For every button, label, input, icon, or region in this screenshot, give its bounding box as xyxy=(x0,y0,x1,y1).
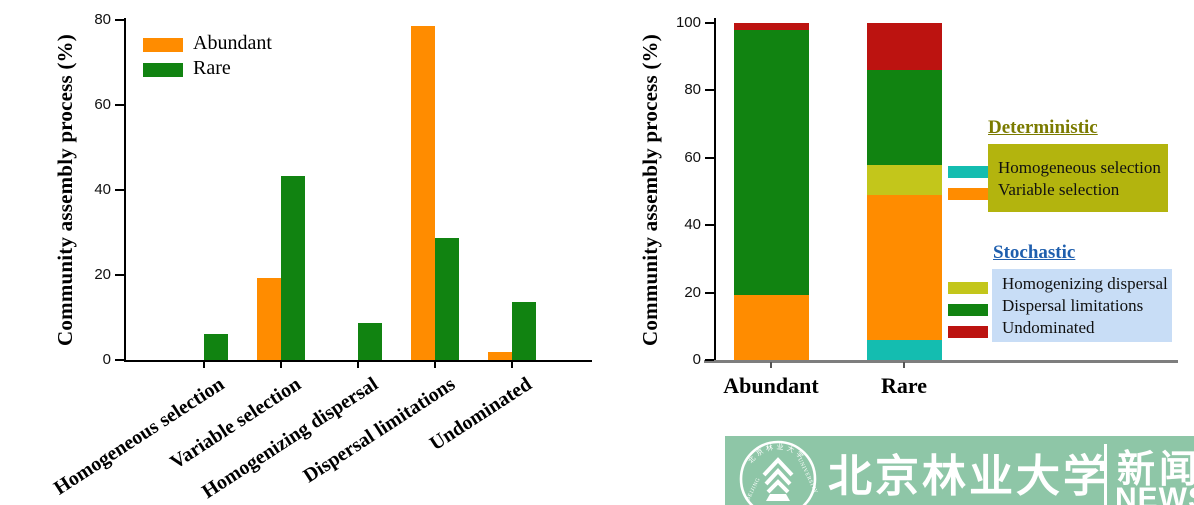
legend-item-label-homogenizing-dispersal: Homogenizing dispersal xyxy=(1002,274,1168,293)
right-x-axis xyxy=(704,360,1178,363)
bar-rare-undominated xyxy=(512,301,536,360)
legend-swatch-rare xyxy=(143,63,183,77)
bar-segment-undominated-abundant xyxy=(733,23,809,30)
y-tick xyxy=(705,89,714,92)
left-y-axis-title: Community assembly process (%) xyxy=(53,34,77,346)
bar-segment-undominated-rare xyxy=(866,23,942,71)
bar-rare-homogeneous-selection xyxy=(204,334,228,360)
seal-tree-icon-low xyxy=(766,479,790,494)
legend-item-label-variable-selection: Variable selection xyxy=(998,180,1120,199)
legend-item-label-homogeneous-selection: Homogeneous selection xyxy=(998,158,1161,177)
x-tick xyxy=(770,362,772,368)
x-tick xyxy=(203,362,205,368)
legend-item-label-undominated: Undominated xyxy=(1002,318,1095,337)
x-category-label: Abundant xyxy=(723,373,819,398)
bar-rare-dispersal-limitations xyxy=(435,238,459,360)
y-tick xyxy=(705,22,714,24)
y-tick-label: 0 xyxy=(692,351,701,368)
left-x-axis xyxy=(124,360,592,362)
x-category-label: Rare xyxy=(880,373,928,398)
university-seal-icon: 北京林业大学 BEIJING UNIVERSITY 1952 xyxy=(739,440,819,505)
bar-abundant-variable-selection xyxy=(257,277,281,360)
legend-group-title-deterministic: Deterministic xyxy=(988,117,1098,138)
bar-abundant-dispersal-limitations xyxy=(411,25,435,360)
banner-divider xyxy=(1104,444,1107,505)
legend-item-label-dispersal-limitations: Dispersal limitations xyxy=(1002,296,1144,315)
y-tick-label: 40 xyxy=(684,216,701,234)
y-tick-label: 20 xyxy=(684,283,701,301)
bar-segment-dispersal-limitations-rare xyxy=(866,70,942,165)
y-tick-label: 20 xyxy=(94,266,111,283)
x-tick xyxy=(434,362,436,368)
y-tick-label: 80 xyxy=(684,81,701,99)
x-tick xyxy=(357,362,359,368)
bar-rare-variable-selection xyxy=(281,175,305,360)
legend-swatch-homogenizing-dispersal xyxy=(948,282,988,294)
seal-tree-icon-mid xyxy=(764,468,792,486)
university-name: 北京林业大学 xyxy=(828,452,1110,501)
left-y-axis xyxy=(124,18,126,362)
x-tick xyxy=(511,362,513,368)
bar-rare-homogenizing-dispersal xyxy=(358,323,382,360)
y-tick xyxy=(705,291,714,294)
bar-segment-dispersal-limitations-abundant xyxy=(733,29,809,295)
seal-tree-base xyxy=(766,494,790,501)
seal-ring-left-text: BEIJING xyxy=(745,477,761,502)
legend-swatch-undominated xyxy=(948,326,988,338)
x-tick xyxy=(280,362,282,368)
y-tick xyxy=(115,104,124,106)
legend-swatch-abundant xyxy=(143,38,183,52)
x-tick xyxy=(903,362,905,368)
right-y-axis xyxy=(714,18,716,362)
bar-segment-homogenizing-dispersal-rare xyxy=(866,164,942,195)
y-tick-label: 40 xyxy=(94,181,111,198)
y-tick-label: 60 xyxy=(684,148,701,166)
news-label-en: NEWS xyxy=(1115,482,1194,505)
bar-segment-variable-selection-abundant xyxy=(733,294,809,360)
legend-group-box-deterministic xyxy=(988,144,1168,212)
legend-swatch-variable-selection xyxy=(948,188,988,200)
legend-swatch-dispersal-limitations xyxy=(948,304,988,316)
legend-swatch-homogeneous-selection xyxy=(948,166,988,178)
legend-label-rare: Rare xyxy=(193,57,231,79)
y-tick-label: 60 xyxy=(94,96,111,113)
y-tick xyxy=(705,359,714,361)
seal-tree-icon xyxy=(762,457,794,477)
legend-group-box-stochastic xyxy=(992,269,1172,342)
y-tick xyxy=(705,156,714,159)
y-tick-label: 80 xyxy=(94,11,111,28)
y-tick xyxy=(115,189,124,191)
bar-segment-homogeneous-selection-rare xyxy=(866,339,942,360)
legend-group-title-stochastic: Stochastic xyxy=(993,242,1076,263)
y-tick-label: 100 xyxy=(675,14,701,31)
y-tick xyxy=(115,19,124,21)
legend-label-abundant: Abundant xyxy=(193,32,272,54)
right-y-axis-title: Community assembly process (%) xyxy=(638,34,662,346)
y-tick xyxy=(705,224,714,227)
news-banner: 北京林业大学 BEIJING UNIVERSITY 1952 北京林业大学 新闻… xyxy=(725,436,1194,505)
bar-segment-variable-selection-rare xyxy=(866,194,942,340)
y-tick xyxy=(115,359,124,361)
bar-abundant-undominated xyxy=(488,351,512,360)
news-label-cn: 新闻 xyxy=(1117,449,1194,491)
y-tick-label: 0 xyxy=(102,351,111,368)
y-tick xyxy=(115,274,124,276)
